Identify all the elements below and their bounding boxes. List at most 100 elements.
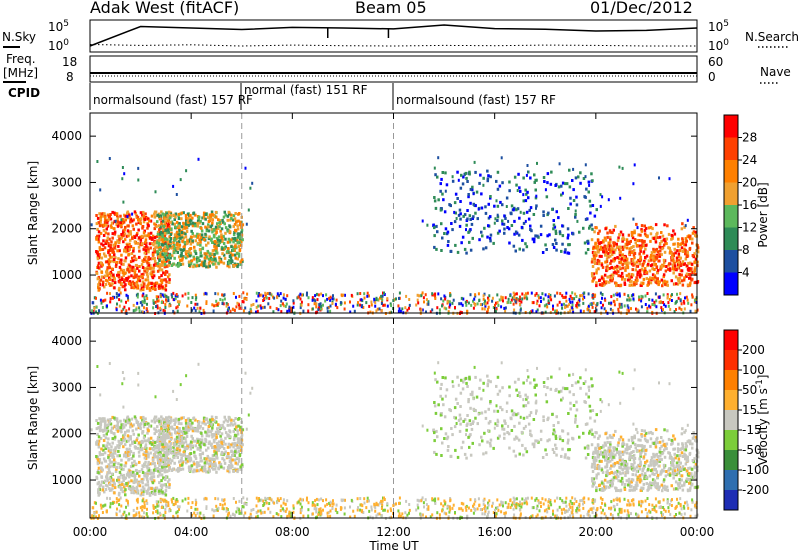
data-cell: [250, 508, 253, 512]
data-cell: [390, 509, 393, 513]
data-cell: [589, 302, 592, 306]
data-cell: [132, 227, 135, 231]
data-cell: [496, 204, 500, 208]
data-cell: [245, 503, 248, 506]
data-cell: [623, 304, 626, 308]
data-cell: [175, 235, 179, 238]
data-cell: [636, 310, 639, 314]
data-cell: [658, 242, 662, 245]
data-cell: [465, 251, 468, 255]
data-cell: [169, 216, 172, 220]
data-cell: [483, 226, 486, 230]
data-cell: [604, 238, 608, 242]
data-cell: [583, 295, 586, 299]
data-cell: [129, 282, 132, 286]
data-cell: [236, 265, 239, 269]
data-cell: [146, 265, 149, 269]
data-cell: [92, 506, 95, 510]
data-cell: [111, 255, 114, 259]
data-cell: [160, 243, 164, 247]
data-cell: [118, 465, 122, 469]
data-cell: [289, 511, 292, 515]
data-cell: [142, 214, 145, 218]
data-cell: [617, 307, 620, 311]
data-cell: [496, 231, 500, 235]
data-cell: [107, 249, 110, 253]
data-cell: [191, 232, 194, 236]
data-cell: [640, 229, 644, 233]
data-cell: [595, 268, 598, 272]
data-cell: [691, 500, 694, 504]
data-cell: [128, 270, 131, 274]
data-cell: [336, 511, 339, 515]
data-cell: [268, 497, 271, 501]
data-cell: [368, 304, 371, 308]
data-cell: [605, 265, 608, 269]
data-cell: [626, 503, 629, 507]
data-cell: [600, 283, 603, 287]
data-cell: [165, 247, 168, 251]
data-cell: [112, 275, 116, 279]
data-cell: [122, 200, 125, 204]
data-cell: [111, 296, 114, 300]
data-cell: [495, 199, 498, 203]
data-cell: [678, 249, 682, 253]
data-cell: [420, 308, 423, 312]
data-cell: [232, 308, 235, 311]
data-cell: [537, 499, 540, 503]
data-cell: [666, 293, 669, 297]
data-cell: [106, 291, 109, 295]
data-cell: [239, 233, 242, 236]
data-cell: [202, 214, 206, 218]
data-cell: [573, 297, 576, 301]
data-cell: [104, 465, 108, 469]
data-cell: [544, 188, 547, 192]
data-cell: [398, 496, 401, 500]
data-cell: [612, 299, 615, 303]
data-cell: [244, 166, 247, 170]
data-cell: [238, 511, 241, 515]
data-cell: [605, 247, 608, 251]
data-cell: [566, 227, 570, 231]
data-cell: [644, 247, 647, 251]
data-cell: [262, 499, 265, 503]
data-cell: [133, 286, 136, 290]
data-cell: [458, 507, 461, 511]
data-cell: [453, 220, 457, 224]
data-cell: [421, 291, 424, 295]
data-cell: [555, 309, 558, 313]
data-cell: [134, 212, 137, 215]
data-cell: [200, 226, 203, 230]
data-cell: [526, 496, 529, 500]
data-cell: [134, 263, 138, 267]
data-cell: [591, 265, 595, 268]
data-cell: [436, 306, 439, 310]
data-cell: [163, 498, 166, 502]
data-cell: [535, 515, 538, 519]
data-cell: [551, 207, 554, 211]
data-cell: [139, 301, 142, 305]
data-cell: [292, 510, 295, 514]
data-cell: [616, 498, 619, 502]
data-cell: [501, 296, 504, 300]
data-cell: [680, 279, 684, 283]
data-cell: [163, 234, 167, 238]
data-cell: [262, 294, 265, 298]
data-cell: [136, 437, 139, 440]
data-cell: [560, 508, 563, 512]
data-cell: [491, 296, 494, 300]
data-cell: [683, 512, 686, 516]
data-cell: [334, 302, 337, 306]
data-cell: [120, 233, 123, 236]
data-cell: [645, 277, 649, 281]
data-cell: [146, 474, 149, 478]
data-cell: [118, 442, 121, 446]
data-cell: [202, 513, 205, 517]
data-cell: [110, 426, 114, 430]
data-cell: [666, 501, 669, 505]
data-cell: [158, 433, 161, 437]
data-cell: [302, 514, 305, 518]
data-cell: [610, 276, 614, 280]
data-cell: [164, 249, 168, 253]
